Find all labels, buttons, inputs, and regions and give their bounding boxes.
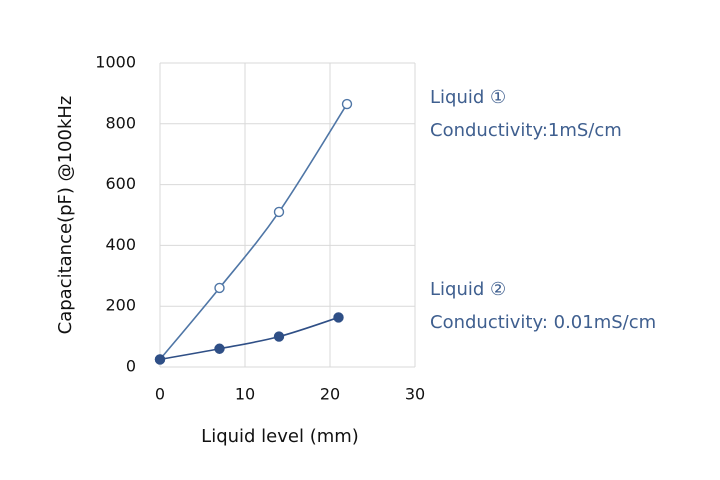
x-tick-label: 0	[155, 385, 165, 404]
y-axis-title: Capacitance(pF) @100kHz	[55, 96, 76, 335]
data-point	[333, 312, 344, 323]
data-point	[341, 98, 353, 110]
data-point	[214, 343, 225, 354]
series-line	[159, 103, 348, 360]
data-point	[273, 206, 285, 218]
x-tick-label: 30	[405, 385, 425, 404]
y-tick-label: 1000	[95, 53, 136, 72]
y-tick-label: 0	[126, 357, 136, 376]
x-axis-title: Liquid level (mm)	[201, 426, 359, 447]
y-tick-label: 600	[105, 174, 136, 193]
data-point	[154, 354, 166, 365]
data-point	[214, 282, 225, 294]
x-tick-label: 10	[235, 385, 255, 404]
x-tick-label: 20	[320, 385, 340, 404]
legend-label: Liquid ②	[430, 279, 506, 300]
series-line	[159, 316, 339, 361]
annotation: Conductivity: 0.01mS/cm	[430, 312, 656, 333]
y-tick-label: 200	[105, 296, 136, 315]
data-point	[273, 331, 285, 342]
legend-label: Liquid ①	[430, 87, 506, 108]
annotation: Conductivity:1mS/cm	[430, 120, 622, 141]
y-tick-label: 400	[105, 235, 136, 254]
y-tick-label: 800	[105, 113, 136, 132]
